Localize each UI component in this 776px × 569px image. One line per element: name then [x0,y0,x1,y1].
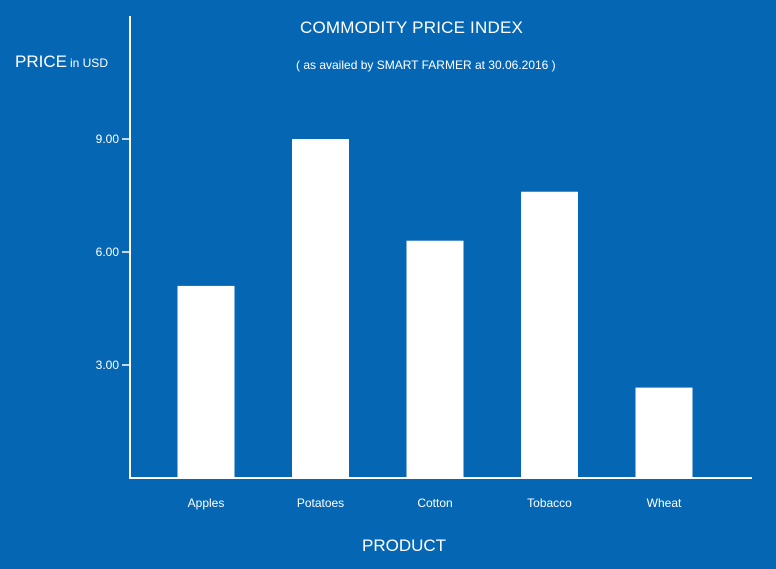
y-axis-unit: in USD [69,56,108,70]
x-axis-label: PRODUCT [362,536,447,555]
bar-cotton [406,240,464,478]
bar-wheat [635,387,693,478]
y-tick-label: 6.00 [96,245,120,259]
bar-potatoes [292,139,349,478]
bar-tobacco [521,191,578,478]
x-tick-label: Apples [188,496,225,510]
x-tick-label: Tobacco [527,496,572,510]
y-axis-label: PRICE in USD [15,52,108,72]
bar-apples [177,285,235,478]
y-tick-label: 9.00 [96,132,120,146]
chart-subtitle: ( as availed by SMART FARMER at 30.06.20… [296,58,556,72]
chart-title: COMMODITY PRICE INDEX [300,18,524,37]
y-axis-title: PRICE [15,52,67,71]
x-tick-label: Cotton [417,496,452,510]
x-tick-label: Potatoes [297,496,344,510]
x-tick-label: Wheat [647,496,682,510]
y-tick-label: 3.00 [96,358,120,372]
